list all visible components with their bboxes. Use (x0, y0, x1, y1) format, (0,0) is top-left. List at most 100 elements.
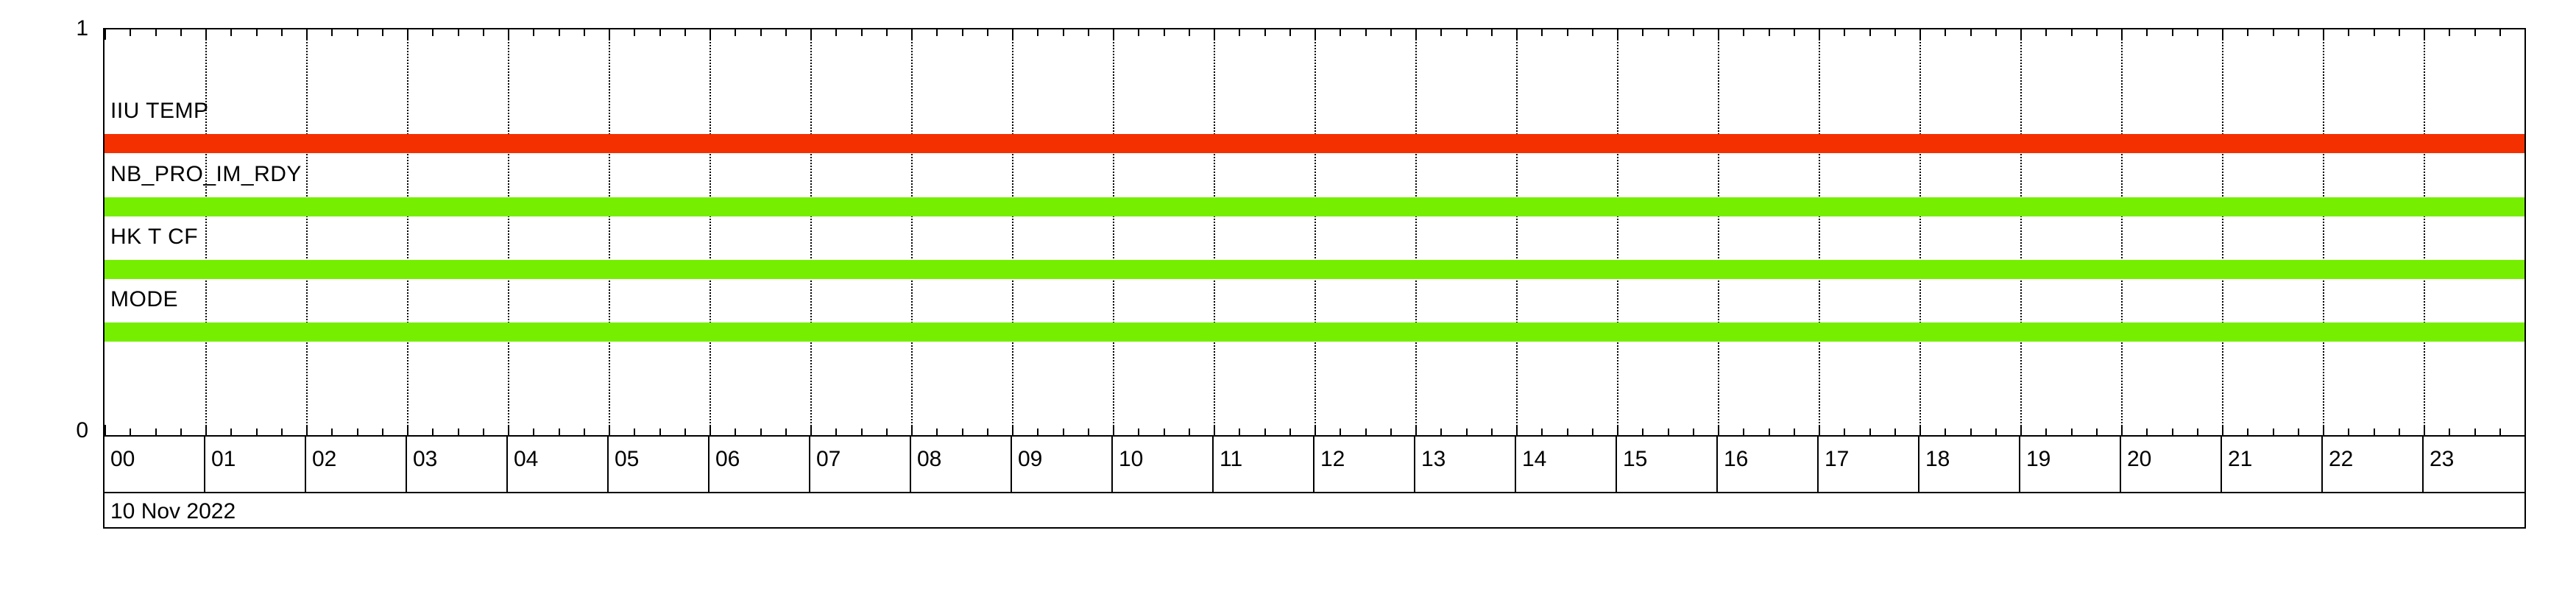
tick-top-13-2 (1465, 29, 1468, 36)
tick-bot-1-1 (230, 428, 233, 435)
tick-top-7-0 (810, 29, 812, 40)
tick-top-20-0 (2121, 29, 2123, 40)
hour-label-19: 19 (2026, 447, 2051, 471)
hour-label-12: 12 (1320, 447, 1345, 471)
tick-bot-20-1 (2146, 428, 2148, 435)
tick-bot-7-2 (860, 428, 863, 435)
tick-top-21-1 (2247, 29, 2249, 36)
tick-top-9-0 (1012, 29, 1013, 40)
tick-top-11-1 (1239, 29, 1241, 36)
tick-bot-24-0 (2524, 425, 2526, 435)
tick-bot-10-2 (1163, 428, 1165, 435)
tick-bot-13-3 (1490, 428, 1493, 435)
tick-top-21-0 (2222, 29, 2223, 40)
gridline-hour-13 (1415, 29, 1417, 435)
tick-bot-1-3 (280, 428, 283, 435)
tick-top-11-0 (1214, 29, 1215, 40)
tick-bot-3-3 (482, 428, 484, 435)
hour-cell-06: 06 (710, 437, 810, 492)
tick-bot-5-1 (634, 428, 636, 435)
signal-label-1: NB_PRO_IM_RDY (110, 162, 302, 186)
tick-top-0-2 (155, 29, 157, 36)
tick-bot-1-0 (205, 425, 207, 435)
tick-top-10-1 (1138, 29, 1140, 36)
tick-bot-5-2 (659, 428, 661, 435)
tick-bot-22-0 (2323, 425, 2324, 435)
hour-cell-15: 15 (1617, 437, 1718, 492)
plot-area: IIU TEMP NB_PRO_IM_RDY HK T CF MODE (103, 28, 2526, 437)
tick-bot-17-2 (1869, 428, 1871, 435)
tick-top-3-2 (457, 29, 459, 36)
tick-bot-14-0 (1516, 425, 1518, 435)
tick-top-22-2 (2373, 29, 2375, 36)
tick-bot-8-1 (936, 428, 938, 435)
tick-top-3-0 (407, 29, 408, 40)
y-axis-label-top: 1 (76, 16, 88, 40)
gridline-hour-11 (1214, 29, 1215, 435)
tick-top-24-0 (2524, 29, 2526, 40)
tick-top-23-0 (2424, 29, 2425, 40)
tick-bot-18-2 (1970, 428, 1972, 435)
tick-bot-7-3 (885, 428, 888, 435)
tick-top-22-3 (2398, 29, 2400, 36)
gridline-hour-07 (810, 29, 812, 435)
tick-bot-13-0 (1415, 425, 1417, 435)
tick-bot-15-0 (1617, 425, 1618, 435)
hour-cell-08: 08 (911, 437, 1012, 492)
hour-cell-01: 01 (205, 437, 306, 492)
tick-bot-11-1 (1239, 428, 1241, 435)
tick-bot-9-0 (1012, 425, 1013, 435)
hour-label-15: 15 (1623, 447, 1648, 471)
tick-top-8-3 (986, 29, 988, 36)
tick-top-1-0 (205, 29, 207, 40)
gridline-hour-06 (710, 29, 711, 435)
tick-top-2-0 (306, 29, 308, 40)
tick-top-12-0 (1314, 29, 1316, 40)
tick-top-15-2 (1667, 29, 1669, 36)
hour-label-08: 08 (917, 447, 942, 471)
tick-top-3-3 (482, 29, 484, 36)
tick-bot-8-3 (986, 428, 988, 435)
tick-bot-0-0 (105, 425, 106, 435)
tick-top-0-3 (180, 29, 182, 36)
tick-bot-23-0 (2424, 425, 2425, 435)
hour-label-18: 18 (1925, 447, 1950, 471)
tick-bot-21-2 (2272, 428, 2274, 435)
tick-bot-15-2 (1667, 428, 1669, 435)
tick-top-4-0 (508, 29, 509, 40)
tick-bot-19-1 (2045, 428, 2048, 435)
tick-bot-22-2 (2373, 428, 2375, 435)
tick-bot-11-0 (1214, 425, 1215, 435)
tick-bot-13-2 (1465, 428, 1468, 435)
tick-top-21-2 (2272, 29, 2274, 36)
tick-bot-2-3 (381, 428, 383, 435)
tick-bot-20-3 (2196, 428, 2198, 435)
tick-top-0-0 (105, 29, 106, 40)
gridline-hour-05 (609, 29, 610, 435)
gridline-hour-02 (306, 29, 308, 435)
tick-bot-11-2 (1264, 428, 1266, 435)
tick-bot-5-3 (684, 428, 686, 435)
tick-bot-16-1 (1743, 428, 1745, 435)
tick-top-16-2 (1768, 29, 1770, 36)
gridline-hour-14 (1516, 29, 1518, 435)
tick-top-13-3 (1490, 29, 1493, 36)
tick-bot-17-3 (1894, 428, 1896, 435)
tick-top-2-2 (356, 29, 358, 36)
tick-bot-13-1 (1440, 428, 1443, 435)
signal-bar-2 (105, 260, 2524, 279)
tick-top-5-1 (634, 29, 636, 36)
hour-label-11: 11 (1220, 447, 1243, 471)
tick-top-18-0 (1919, 29, 1921, 40)
tick-bot-9-3 (1087, 428, 1089, 435)
tick-bot-15-1 (1642, 428, 1644, 435)
tick-top-19-2 (2070, 29, 2073, 36)
tick-bot-12-1 (1340, 428, 1342, 435)
hour-cell-11: 11 (1214, 437, 1314, 492)
tick-bot-0-1 (130, 428, 132, 435)
tick-bot-18-0 (1919, 425, 1921, 435)
tick-top-2-1 (331, 29, 333, 36)
tick-top-8-1 (936, 29, 938, 36)
tick-top-18-2 (1970, 29, 1972, 36)
tick-top-7-3 (885, 29, 888, 36)
